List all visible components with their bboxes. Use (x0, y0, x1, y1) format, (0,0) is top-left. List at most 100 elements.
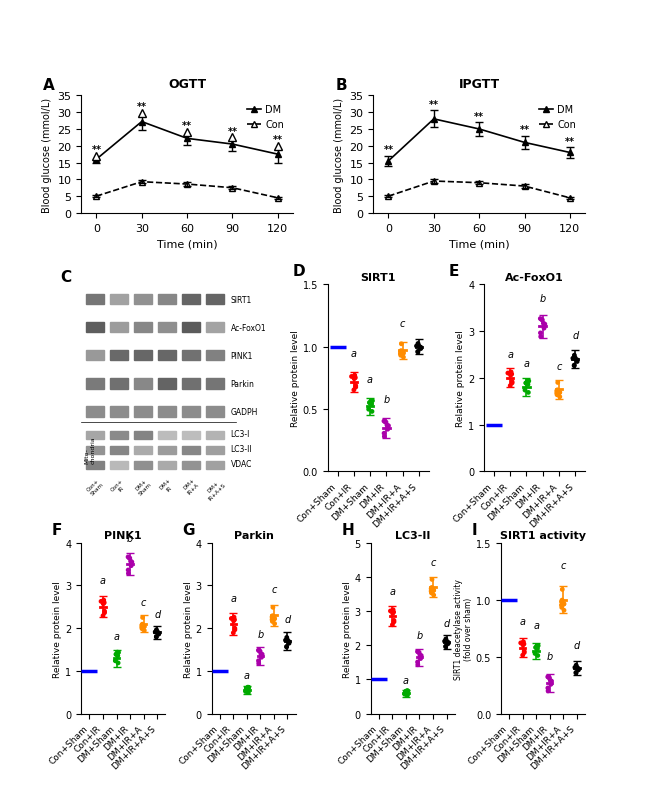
Point (415, 342, 426, 354)
Point (123, 551, 133, 564)
Point (521, 377, 531, 390)
Point (365, 397, 375, 410)
Text: a: a (403, 675, 409, 686)
Con (385, 192, 393, 201)
Point (415, 342, 426, 354)
Text: Con+
Sham: Con+ Sham (86, 477, 105, 496)
Point (441, 640, 451, 653)
Point (567, 352, 578, 365)
Point (571, 354, 582, 367)
Point (281, 641, 292, 654)
Text: c: c (556, 362, 562, 371)
Point (125, 552, 135, 565)
Bar (207, 431, 224, 439)
Point (363, 403, 374, 416)
Point (506, 366, 516, 379)
Point (99, 594, 109, 607)
Text: c: c (560, 561, 566, 570)
Text: a: a (533, 621, 540, 630)
DM (475, 125, 483, 135)
Point (523, 387, 534, 399)
Text: b: b (127, 533, 133, 543)
Point (546, 678, 556, 691)
Point (350, 371, 361, 384)
Point (367, 406, 377, 419)
Point (412, 646, 423, 658)
Y-axis label: SIRT1 deacetylase activity
(fold over sham): SIRT1 deacetylase activity (fold over sh… (454, 578, 473, 678)
Con (183, 180, 191, 189)
Point (532, 640, 543, 653)
Point (136, 621, 147, 634)
Point (416, 650, 426, 662)
Text: a: a (367, 375, 373, 384)
Y-axis label: Relative protein level: Relative protein level (456, 330, 465, 427)
Bar (135, 461, 151, 469)
Point (381, 416, 391, 429)
Point (558, 598, 569, 611)
Point (99, 597, 109, 610)
Text: d: d (574, 640, 580, 650)
Point (411, 340, 422, 353)
Bar (159, 350, 176, 361)
Bar (183, 431, 200, 439)
Point (139, 621, 150, 634)
Point (518, 635, 528, 648)
Bar (86, 446, 103, 455)
Point (426, 581, 437, 594)
Point (123, 564, 133, 577)
Point (518, 638, 528, 651)
Text: PINK1: PINK1 (231, 351, 253, 360)
Text: **: ** (384, 145, 393, 155)
Point (254, 644, 264, 657)
Y-axis label: Relative protein level: Relative protein level (343, 580, 352, 677)
X-axis label: Time (min): Time (min) (449, 239, 510, 249)
Point (395, 346, 406, 358)
Point (413, 658, 423, 671)
Point (366, 395, 376, 407)
Point (281, 631, 292, 644)
Line: DM: DM (93, 119, 281, 164)
Text: **: ** (273, 135, 283, 145)
Point (379, 415, 389, 428)
Point (517, 649, 528, 662)
Point (244, 681, 254, 694)
Point (255, 645, 265, 658)
Y-axis label: Relative protein level: Relative protein level (53, 580, 62, 677)
Point (346, 371, 357, 383)
Point (254, 657, 264, 670)
Point (350, 379, 361, 392)
Point (255, 647, 266, 660)
Point (153, 627, 164, 640)
Point (573, 662, 584, 675)
Text: b: b (384, 395, 389, 404)
Con (521, 182, 528, 192)
Bar (207, 322, 224, 333)
Point (545, 674, 556, 687)
Point (348, 384, 359, 397)
DM (385, 157, 393, 167)
Point (387, 618, 398, 631)
Bar (86, 294, 103, 305)
Point (530, 647, 540, 660)
Point (556, 599, 567, 612)
Point (536, 314, 547, 326)
Point (364, 397, 374, 410)
Bar (159, 431, 176, 439)
Point (535, 327, 545, 340)
Point (268, 602, 278, 614)
Point (151, 630, 161, 643)
Bar (135, 431, 151, 439)
Point (389, 606, 399, 619)
Point (349, 373, 359, 386)
Point (256, 651, 266, 664)
Point (382, 423, 393, 436)
Text: a: a (100, 576, 106, 585)
Point (519, 646, 530, 659)
Text: SIRT1: SIRT1 (231, 295, 252, 304)
Bar (135, 446, 151, 455)
Point (151, 624, 162, 637)
Point (113, 657, 124, 670)
Text: a: a (230, 593, 236, 603)
Point (552, 384, 563, 397)
Point (554, 391, 565, 403)
